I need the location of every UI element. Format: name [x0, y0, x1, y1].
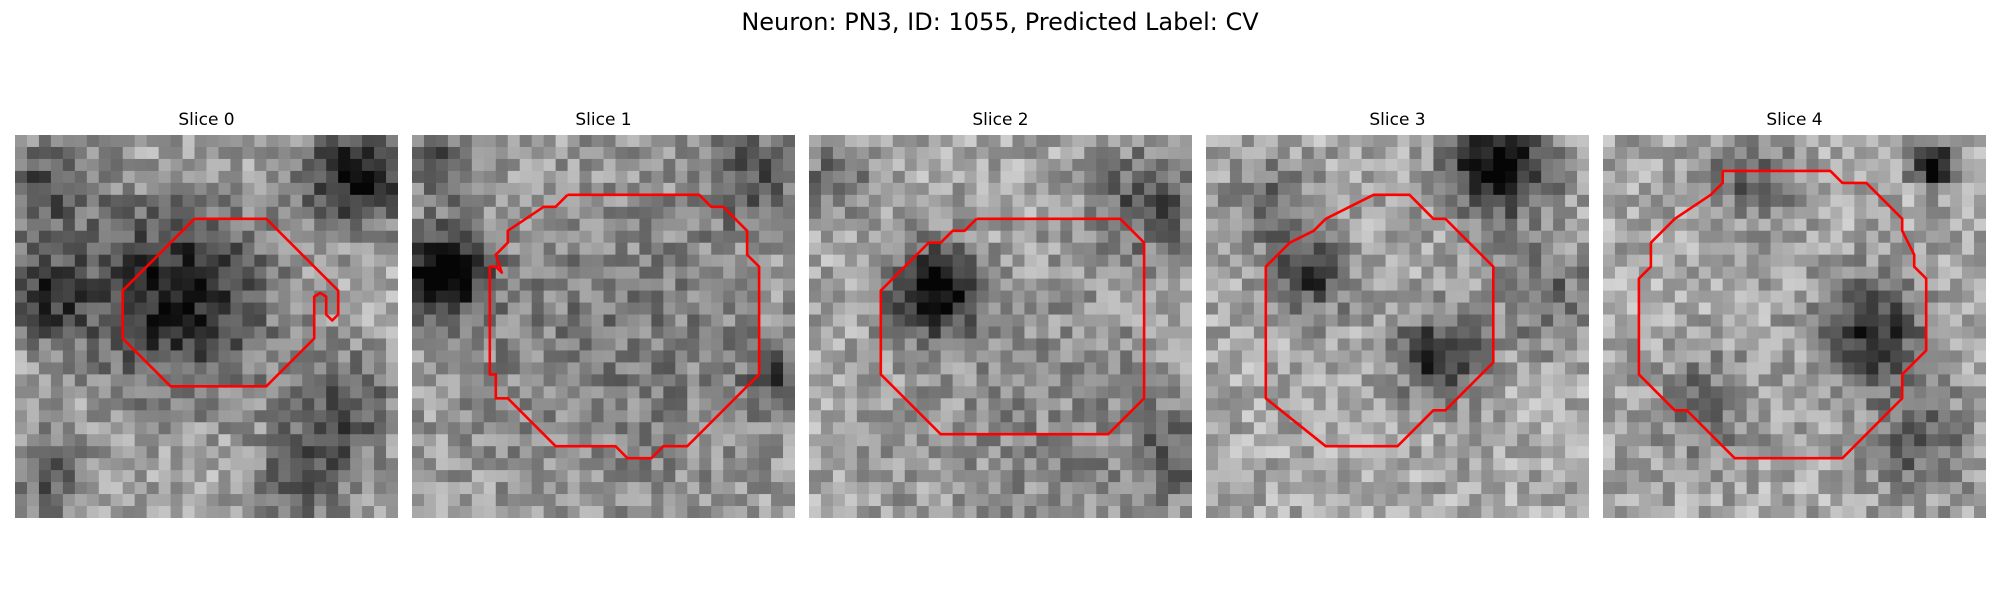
slice-title: Slice 2 [972, 110, 1029, 130]
slice-title: Slice 0 [178, 110, 235, 130]
slice-title: Slice 3 [1369, 110, 1426, 130]
slice-image [15, 135, 398, 518]
slice-image [1603, 135, 1986, 518]
neuron-contour [121, 217, 340, 388]
slice-title: Slice 4 [1766, 110, 1823, 130]
slice-title: Slice 1 [575, 110, 632, 130]
neuron-contour [1264, 193, 1495, 448]
neuron-contour [1637, 169, 1928, 460]
slice-image [412, 135, 795, 518]
slice-image [809, 135, 1192, 518]
neuron-contour [488, 193, 761, 460]
neuron-contour [879, 217, 1146, 436]
slice-image [1206, 135, 1589, 518]
figure-title: Neuron: PN3, ID: 1055, Predicted Label: … [741, 8, 1259, 36]
